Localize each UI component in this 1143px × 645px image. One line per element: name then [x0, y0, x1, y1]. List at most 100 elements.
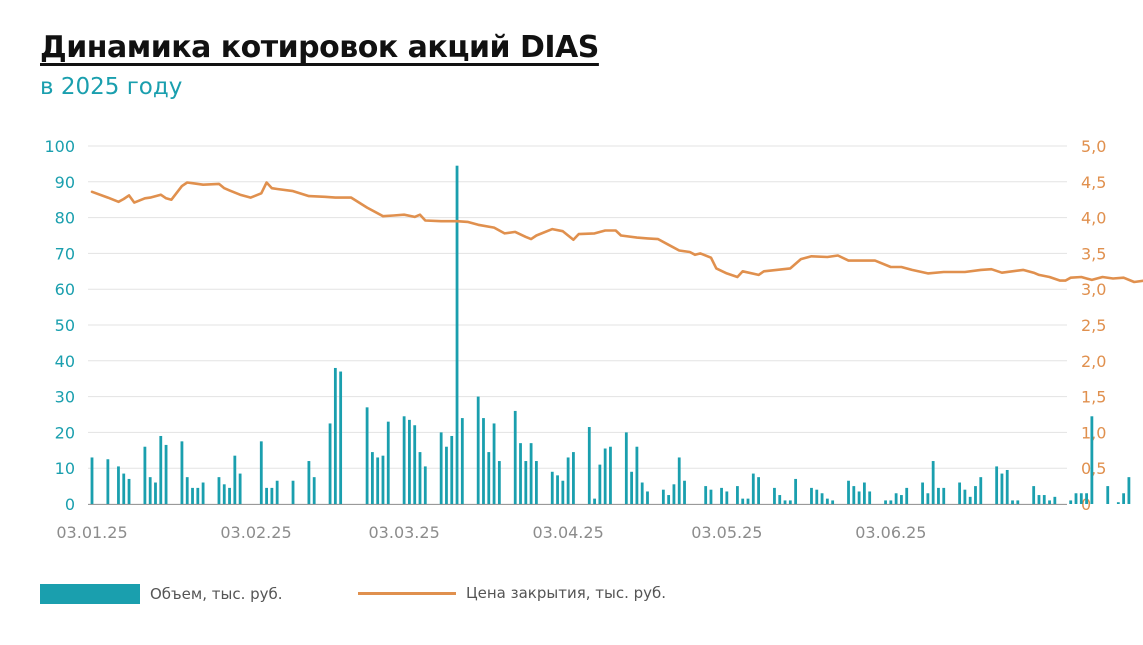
- volume-bar: [228, 487, 231, 504]
- x-tick-label: 03.02.25: [220, 523, 291, 542]
- volume-bar: [497, 461, 501, 504]
- y-right-tick-label: 2,5: [1081, 316, 1106, 335]
- volume-bar: [143, 446, 147, 504]
- volume-bar: [222, 484, 226, 504]
- volume-bar: [191, 487, 194, 504]
- volume-bar: [609, 446, 612, 504]
- volume-bar: [778, 495, 782, 504]
- volume-bar: [513, 410, 517, 504]
- volume-bar: [196, 487, 200, 504]
- x-tick-label: 03.05.25: [691, 523, 762, 542]
- y-left-tick-label: 60: [55, 280, 75, 299]
- volume-bar: [847, 480, 850, 504]
- volume-bar: [757, 477, 760, 504]
- volume-bar: [1005, 469, 1009, 504]
- volume-bar: [201, 482, 205, 504]
- x-tick-label: 03.04.25: [533, 523, 604, 542]
- volume-bar: [1090, 416, 1094, 504]
- volume-bar: [127, 478, 131, 504]
- volume-bar: [831, 500, 835, 504]
- volume-bar: [339, 371, 343, 504]
- volume-bar: [810, 487, 813, 504]
- volume-bar: [720, 487, 723, 504]
- y-right-tick-label: 4,0: [1081, 209, 1106, 228]
- volume-bar: [942, 487, 946, 504]
- volume-bar: [736, 486, 739, 504]
- volume-bar: [386, 421, 390, 504]
- volume-bar: [825, 498, 829, 504]
- y-left-tick-label: 90: [55, 173, 75, 192]
- volume-bar: [270, 487, 274, 504]
- volume-bar: [746, 498, 750, 504]
- y-left-tick-label: 50: [55, 316, 75, 335]
- volume-bar: [333, 367, 337, 504]
- volume-bar: [365, 407, 369, 504]
- volume-bar: [413, 425, 417, 504]
- volume-bar: [408, 419, 411, 504]
- volume-bar: [445, 446, 448, 504]
- volume-bar: [794, 478, 798, 504]
- volume-bar: [852, 486, 856, 504]
- volume-bar: [106, 459, 110, 504]
- volume-bar: [370, 452, 374, 504]
- chart-title: Динамика котировок акций DIAS: [40, 30, 599, 65]
- volume-bar: [672, 484, 676, 504]
- volume-bar: [275, 480, 279, 504]
- volume-bar: [884, 500, 887, 504]
- volume-bar: [117, 466, 120, 504]
- volume-bar: [534, 461, 538, 504]
- y-right-tick-label: 2,0: [1081, 352, 1106, 371]
- volume-bar: [524, 461, 528, 504]
- volume-bar: [376, 457, 380, 504]
- x-tick-label: 03.06.25: [855, 523, 926, 542]
- volume-bar: [1000, 473, 1004, 504]
- volume-bar: [683, 480, 686, 504]
- volume-bar: [963, 489, 967, 504]
- volume-bar: [307, 461, 311, 504]
- volume-bar: [1106, 486, 1110, 504]
- legend-volume-label: Объем, тыс. руб.: [150, 585, 283, 603]
- x-tick-label: 03.01.25: [56, 523, 127, 542]
- volume-bar: [1048, 500, 1051, 504]
- y-right-tick-label: 3,0: [1081, 280, 1106, 299]
- volume-bar: [704, 486, 708, 504]
- volume-bar: [905, 487, 909, 504]
- volume-bar: [624, 432, 628, 504]
- volume-bar: [238, 473, 242, 504]
- volume-bar: [1079, 493, 1083, 504]
- volume-bar: [476, 396, 480, 504]
- volume-bar: [1116, 502, 1120, 504]
- volume-bar: [418, 452, 422, 504]
- volume-bar: [958, 482, 962, 504]
- volume-bar: [741, 498, 745, 504]
- legend-volume-swatch: [40, 584, 140, 604]
- volume-bar: [185, 477, 189, 504]
- volume-bar: [572, 452, 575, 504]
- volume-bar: [233, 455, 237, 504]
- volume-bar: [1016, 500, 1020, 504]
- volume-bar: [529, 443, 533, 504]
- volume-bar: [217, 477, 221, 504]
- volume-bar: [857, 491, 861, 504]
- volume-bar: [931, 461, 935, 504]
- y-right-tick-label: 3,5: [1081, 244, 1106, 263]
- volume-bar: [423, 466, 427, 504]
- volume-bar: [1074, 493, 1078, 504]
- volume-bar: [725, 491, 729, 504]
- volume-bar: [154, 482, 157, 504]
- y-right-tick-label: 5,0: [1081, 137, 1106, 156]
- volume-bar: [587, 427, 591, 504]
- y-right-tick-label: 0,5: [1081, 459, 1106, 478]
- volume-bar: [820, 493, 824, 504]
- volume-bar: [926, 493, 930, 504]
- volume-bar: [556, 475, 559, 504]
- volume-bar: [519, 443, 522, 504]
- volume-bar: [900, 495, 903, 504]
- volume-bar: [709, 489, 713, 504]
- volume-bar: [439, 432, 443, 504]
- volume-bar: [1032, 486, 1036, 504]
- volume-bar: [646, 491, 649, 504]
- y-left-tick-label: 10: [55, 459, 75, 478]
- y-left-tick-label: 80: [55, 209, 75, 228]
